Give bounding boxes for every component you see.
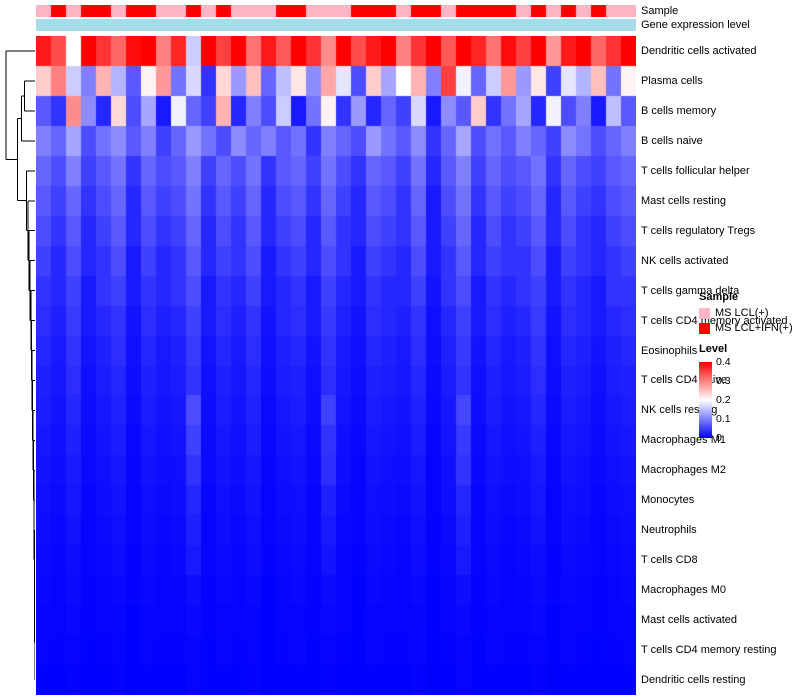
row-label: T cells follicular helper bbox=[641, 164, 750, 177]
row-label: Dendritic cells activated bbox=[641, 44, 757, 57]
legend-sample-item: MS LCL+IFN(+) bbox=[699, 322, 793, 334]
level-tick-label: 0 bbox=[716, 432, 722, 444]
sample-annotation-track bbox=[36, 5, 636, 17]
legend-item-label: MS LCL(+) bbox=[715, 307, 769, 319]
row-label: NK cells activated bbox=[641, 254, 729, 267]
row-label: Mast cells resting bbox=[641, 194, 726, 207]
gene-expression-annotation-label: Gene expression level bbox=[641, 19, 750, 31]
level-tick-label: 0.2 bbox=[716, 394, 731, 406]
row-label: Plasma cells bbox=[641, 74, 703, 87]
row-label: Neutrophils bbox=[641, 524, 697, 537]
legend-swatch bbox=[699, 307, 710, 319]
sample-annotation-label: Sample bbox=[641, 5, 679, 17]
legend-swatch bbox=[699, 322, 710, 334]
row-label: Mast cells activated bbox=[641, 614, 737, 627]
row-label: T cells CD4 memory resting bbox=[641, 644, 777, 657]
legend-level-title: Level bbox=[699, 343, 728, 355]
legend-sample-items: MS LCL(+) MS LCL+IFN(+) bbox=[699, 307, 793, 334]
level-tick-label: 0.3 bbox=[716, 375, 731, 387]
legend-sample-item: MS LCL(+) bbox=[699, 307, 793, 319]
row-label: B cells memory bbox=[641, 104, 717, 117]
row-label: T cells CD4 memory activated bbox=[641, 314, 788, 327]
legend-sample-title: Sample bbox=[699, 291, 739, 303]
row-label: B cells naive bbox=[641, 134, 703, 147]
row-label: Eosinophils bbox=[641, 344, 698, 357]
level-tick-label: 0.1 bbox=[716, 413, 731, 425]
legend-item-label: MS LCL+IFN(+) bbox=[715, 322, 793, 334]
heatmap-canvas bbox=[36, 36, 636, 695]
row-label: Macrophages M0 bbox=[641, 584, 726, 597]
row-label: T cells CD8 bbox=[641, 554, 698, 567]
row-dendrogram bbox=[5, 50, 35, 681]
row-label: T cells gamma delta bbox=[641, 284, 740, 297]
row-label: NK cells resting bbox=[641, 404, 718, 417]
row-label: Macrophages M2 bbox=[641, 464, 726, 477]
level-gradient-bar bbox=[699, 362, 712, 438]
gene-expression-annotation-track bbox=[36, 19, 636, 31]
legend: Sample MS LCL(+) MS LCL+IFN(+) Level 0.4 0… bbox=[699, 291, 793, 444]
level-legend: 0.4 0.3 0.2 0.1 0 bbox=[699, 356, 759, 444]
level-tick-label: 0.4 bbox=[716, 356, 731, 368]
row-label: Dendritic cells resting bbox=[641, 674, 746, 687]
row-label: Monocytes bbox=[641, 494, 695, 507]
row-label: T cells regulatory Tregs bbox=[641, 224, 756, 237]
